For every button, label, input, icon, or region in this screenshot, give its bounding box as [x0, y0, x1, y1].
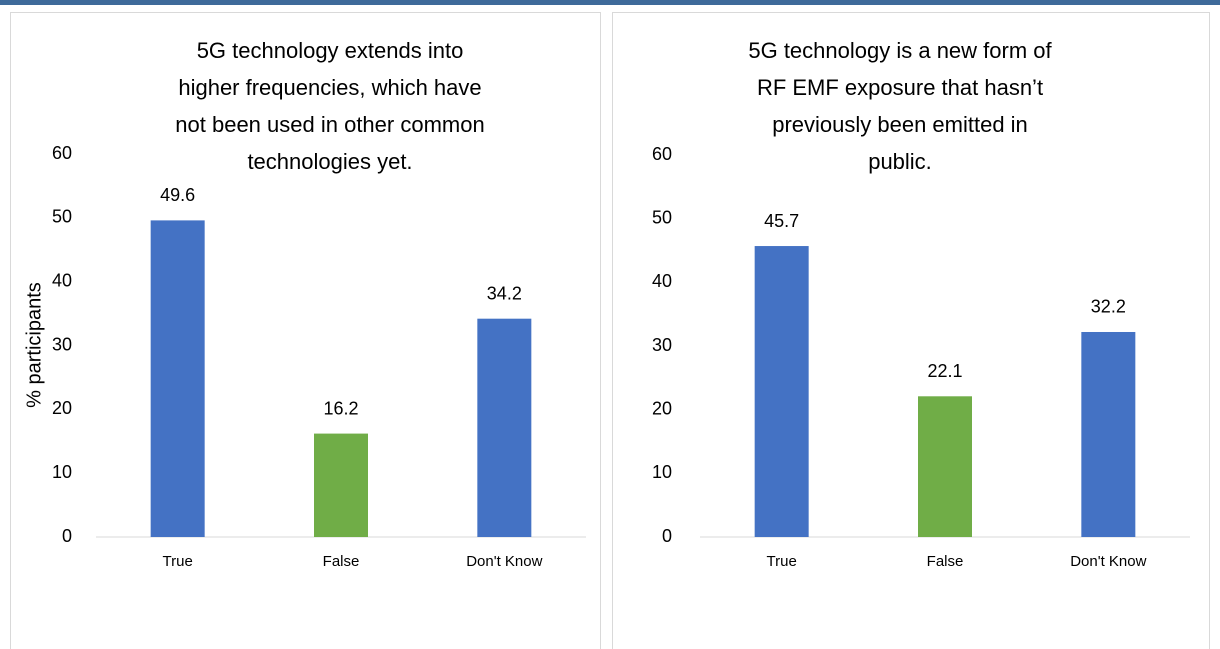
- y-tick-label: 20: [652, 398, 672, 418]
- x-tick-label: False: [927, 553, 964, 570]
- x-tick-label: True: [163, 553, 193, 570]
- x-tick-label: Don't Know: [1070, 553, 1146, 570]
- y-tick-label: 10: [652, 462, 672, 482]
- bar: [754, 246, 809, 537]
- data-label: 34.2: [487, 283, 522, 303]
- panel-border: [10, 12, 601, 649]
- chart-title: 5G technology extends into higher freque…: [175, 38, 485, 174]
- x-tick-label: Don't Know: [466, 553, 542, 570]
- y-tick-label: 60: [52, 143, 72, 163]
- bar: [314, 433, 368, 537]
- y-tick-label: 40: [52, 270, 72, 290]
- x-tick-label: False: [323, 553, 360, 570]
- y-tick-label: 20: [52, 398, 72, 418]
- panel-border: [612, 12, 1210, 649]
- y-tick-label: 30: [52, 334, 72, 354]
- data-label: 16.2: [323, 398, 358, 418]
- bar: [477, 318, 532, 537]
- y-tick-label: 50: [52, 207, 72, 227]
- data-label: 32.2: [1091, 297, 1126, 317]
- bar: [150, 220, 205, 538]
- y-tick-label: 50: [652, 207, 672, 227]
- bar: [1081, 331, 1136, 537]
- top-rule: [0, 0, 1220, 5]
- y-tick-label: 40: [652, 271, 672, 291]
- data-label: 45.7: [764, 211, 799, 231]
- y-axis-label: % participants: [23, 282, 45, 408]
- y-tick-label: 30: [652, 335, 672, 355]
- y-tick-label: 10: [52, 462, 72, 482]
- y-tick-label: 0: [662, 526, 672, 546]
- x-tick-label: True: [767, 553, 797, 570]
- bar: [918, 396, 972, 537]
- y-tick-label: 0: [62, 526, 72, 546]
- y-tick-label: 60: [652, 144, 672, 164]
- chart-title: 5G technology is a new form of RF EMF ex…: [748, 38, 1052, 174]
- data-label: 22.1: [927, 361, 962, 381]
- data-label: 49.6: [160, 185, 195, 205]
